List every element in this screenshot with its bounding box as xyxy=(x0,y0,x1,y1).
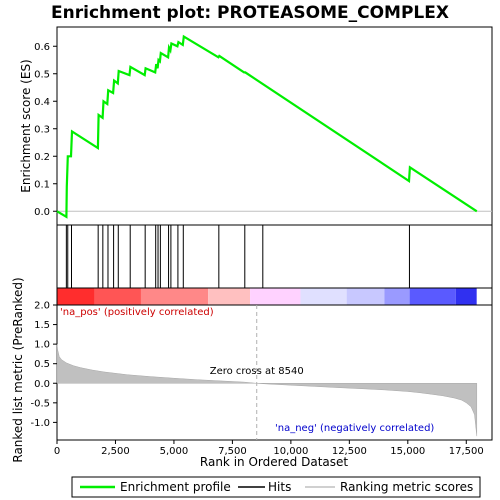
x-tick-label: 5,000 xyxy=(160,446,189,457)
metric-y-ticks: -1.0 -0.5 0.0 0.5 1.0 1.5 2.0 xyxy=(30,301,57,429)
es-y-tick-label: 0.0 xyxy=(34,207,50,218)
metric-y-tick-label: 1.0 xyxy=(34,340,50,351)
color-bar-segment xyxy=(95,288,141,305)
metric-y-tick-label: 1.5 xyxy=(34,320,50,331)
legend-hits-label: Hits xyxy=(268,480,291,494)
es-panel-frame xyxy=(57,27,492,225)
zero-cross-label: Zero cross at 8540 xyxy=(210,366,304,377)
es-y-tick-label: 0.3 xyxy=(34,124,50,135)
metric-y-tick-label: 0.5 xyxy=(34,359,50,370)
neg-correlated-label: 'na_neg' (negatively correlated) xyxy=(275,423,434,434)
metric-y-tick-label: 2.0 xyxy=(34,301,50,312)
ranking-color-bar xyxy=(57,288,492,305)
x-tick-label: 2,500 xyxy=(101,446,130,457)
es-y-tick-label: 0.5 xyxy=(34,69,50,80)
chart-title: Enrichment plot: PROTEASOME_COMPLEX xyxy=(51,3,449,23)
color-bar-tail xyxy=(477,288,492,305)
color-bar-segment xyxy=(410,288,456,305)
legend-enrichment-label: Enrichment profile xyxy=(120,480,231,494)
es-y-tick-label: 0.4 xyxy=(34,97,50,108)
color-bar-segment xyxy=(250,288,300,305)
x-tick-label: 15,000 xyxy=(390,446,425,457)
x-tick-label: 0 xyxy=(54,446,60,457)
es-y-tick-label: 0.2 xyxy=(34,152,50,163)
es-y-tick-label: 0.6 xyxy=(34,42,50,53)
color-bar-segment xyxy=(347,288,385,305)
metric-y-tick-label: -0.5 xyxy=(30,398,50,409)
x-axis-label: Rank in Ordered Dataset xyxy=(200,455,348,469)
color-bar-segment xyxy=(208,288,250,305)
es-y-tick-label: 0.1 xyxy=(34,179,50,190)
metric-y-tick-label: 0.0 xyxy=(34,379,50,390)
es-y-axis-label: Enrichment score (ES) xyxy=(19,59,33,192)
color-bar-segment xyxy=(384,288,409,305)
metric-y-axis-label: Ranked list metric (PreRanked) xyxy=(11,277,25,462)
legend-metric-label: Ranking metric scores xyxy=(340,480,473,494)
color-bar-segment xyxy=(300,288,346,305)
x-tick-label: 17,500 xyxy=(449,446,484,457)
es-y-ticks: 0.0 0.1 0.2 0.3 0.4 0.5 0.6 xyxy=(34,42,57,218)
color-bar-segment xyxy=(141,288,208,305)
pos-correlated-label: 'na_pos' (positively correlated) xyxy=(60,307,214,318)
metric-y-tick-label: -1.0 xyxy=(30,418,50,429)
color-bar-segment xyxy=(456,288,477,305)
hits-panel-frame xyxy=(57,225,492,288)
color-bar-segment xyxy=(57,288,95,305)
